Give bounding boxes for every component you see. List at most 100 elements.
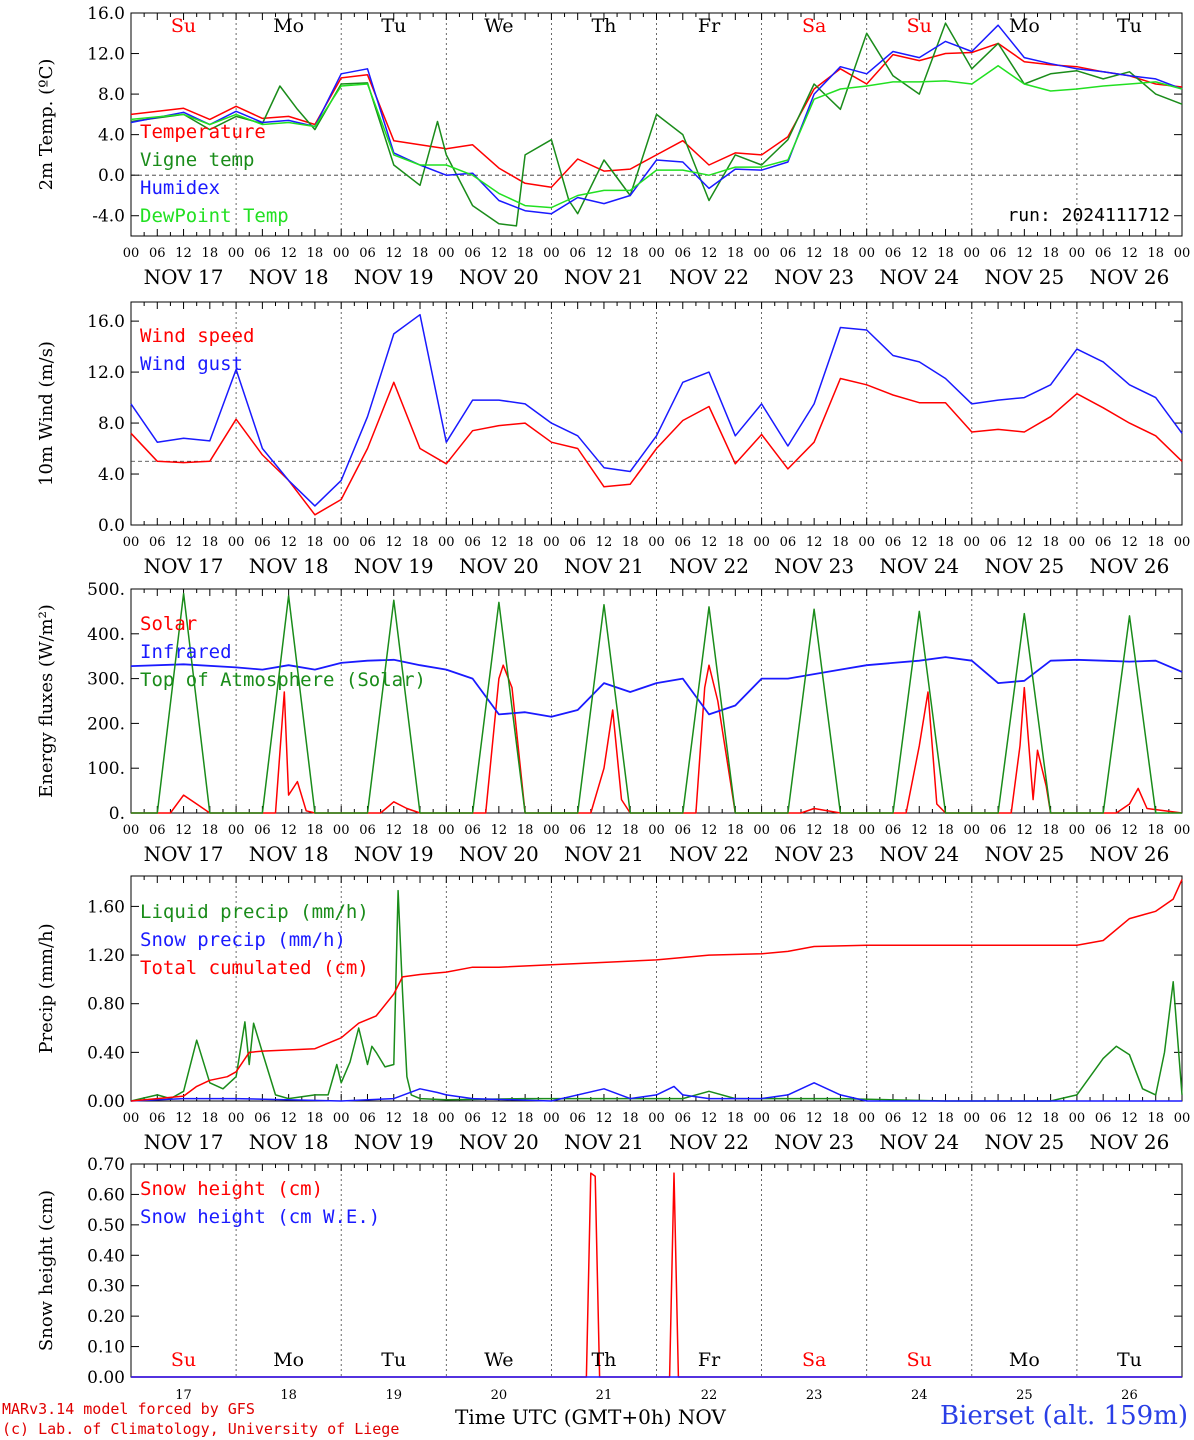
day-number-label: 26	[1121, 1388, 1138, 1403]
y-tick-label: 200.	[87, 714, 125, 734]
date-label: NOV 19	[354, 842, 434, 866]
hour-label: 18	[622, 823, 639, 838]
date-label: NOV 25	[984, 842, 1064, 866]
y-axis-label: Precip (mm/h)	[36, 923, 57, 1053]
y-tick-label: 0.50	[87, 1216, 125, 1236]
date-label: NOV 23	[774, 554, 854, 578]
hour-label: 00	[123, 823, 140, 838]
weekday-label: Sa	[802, 1349, 826, 1371]
y-tick-label: -4.0	[92, 207, 125, 227]
hour-label: 12	[701, 823, 718, 838]
hour-label: 00	[964, 1111, 981, 1126]
y-tick-label: 100.	[87, 759, 125, 779]
weekday-label: Su	[907, 1349, 932, 1371]
hour-label: 00	[543, 246, 560, 261]
date-label: NOV 19	[354, 554, 434, 578]
date-label: NOV 22	[669, 842, 749, 866]
hour-label: 12	[280, 823, 297, 838]
hour-label: 12	[1016, 1111, 1033, 1126]
date-label: NOV 21	[564, 554, 644, 578]
hour-label: 12	[385, 1111, 402, 1126]
date-label: NOV 21	[564, 842, 644, 866]
date-label: NOV 18	[249, 554, 329, 578]
hour-label: 12	[280, 1111, 297, 1126]
hour-label: 12	[806, 1111, 823, 1126]
hour-label: 18	[1042, 1111, 1059, 1126]
weekday-label: Mo	[1009, 15, 1040, 37]
y-tick-label: 0.10	[87, 1338, 125, 1358]
panel-4	[130, 875, 1183, 1102]
weekday-label: Tu	[1117, 15, 1142, 37]
legend-entry: Infrared	[140, 641, 232, 663]
date-label: NOV 24	[879, 1130, 959, 1154]
hour-label: 18	[832, 535, 849, 550]
date-label: NOV 24	[879, 842, 959, 866]
series-line-solar	[131, 664, 1183, 814]
y-tick-label: 1.20	[87, 946, 125, 966]
y-axis-label: Energy fluxes (W/m²)	[36, 604, 57, 798]
hour-label: 06	[359, 535, 376, 550]
date-label: NOV 18	[249, 842, 329, 866]
y-tick-label: 300.	[87, 670, 125, 690]
hour-label: 00	[858, 246, 875, 261]
hour-label: 00	[228, 246, 245, 261]
legend-entry: Solar	[140, 613, 197, 635]
y-tick-label: 500.	[87, 580, 125, 600]
hour-label: 12	[596, 535, 613, 550]
hour-label: 12	[385, 246, 402, 261]
hour-label: 00	[964, 535, 981, 550]
legend-entry: Snow precip (mm/h)	[140, 929, 346, 951]
hour-label: 00	[123, 1111, 140, 1126]
hour-label: 18	[412, 1111, 429, 1126]
date-label: NOV 22	[669, 1130, 749, 1154]
y-tick-label: 0.70	[87, 1155, 125, 1175]
hour-label: 06	[675, 246, 692, 261]
y-tick-label: 8.0	[98, 414, 125, 434]
x-axis-month: NOV	[677, 1405, 726, 1429]
hour-label: 18	[937, 823, 954, 838]
hour-label: 00	[753, 246, 770, 261]
weekday-label: Fr	[698, 15, 721, 37]
y-tick-label: 16.0	[87, 312, 125, 332]
date-label: NOV 23	[774, 842, 854, 866]
series-line-wind-speed	[130, 377, 1183, 516]
weekday-label: Th	[591, 15, 616, 37]
weekday-label: Tu	[1117, 1349, 1142, 1371]
hour-label: 00	[228, 535, 245, 550]
hour-label: 00	[228, 1111, 245, 1126]
day-number-label: 22	[701, 1388, 718, 1403]
series-line-humidex	[130, 24, 1183, 215]
hour-label: 00	[333, 823, 350, 838]
hour-label: 12	[1121, 1111, 1138, 1126]
hour-label: 18	[622, 1111, 639, 1126]
date-label: NOV 22	[669, 265, 749, 289]
hour-label: 18	[832, 246, 849, 261]
hour-label: 00	[753, 1111, 770, 1126]
hour-label: 00	[123, 246, 140, 261]
date-label: NOV 26	[1090, 265, 1170, 289]
hour-label: 00	[1069, 246, 1086, 261]
y-tick-label: 0.80	[87, 995, 125, 1015]
hour-label: 18	[937, 535, 954, 550]
date-label: NOV 20	[459, 265, 539, 289]
hour-label: 18	[517, 823, 534, 838]
hour-label: 12	[911, 246, 928, 261]
hour-label: 12	[175, 246, 192, 261]
date-label: NOV 17	[144, 842, 224, 866]
hour-label: 00	[438, 823, 455, 838]
weekday-label: Mo	[273, 15, 304, 37]
y-tick-label: 0.60	[87, 1185, 125, 1205]
hour-label: 12	[1121, 535, 1138, 550]
y-axis-label: Snow height (cm)	[36, 1190, 57, 1351]
hour-label: 18	[307, 1111, 324, 1126]
hour-label: 00	[1069, 535, 1086, 550]
hour-label: 12	[1016, 535, 1033, 550]
x-axis-title: Time UTC (GMT+0h) NOV	[455, 1405, 726, 1429]
weekday-label: Th	[591, 1349, 616, 1371]
hour-label: 00	[1174, 1111, 1191, 1126]
series-line-total-cumulated-cm-	[130, 879, 1183, 1102]
hour-label: 18	[1147, 535, 1164, 550]
hour-label: 18	[307, 535, 324, 550]
hour-label: 18	[1042, 823, 1059, 838]
hour-label: 00	[1174, 535, 1191, 550]
